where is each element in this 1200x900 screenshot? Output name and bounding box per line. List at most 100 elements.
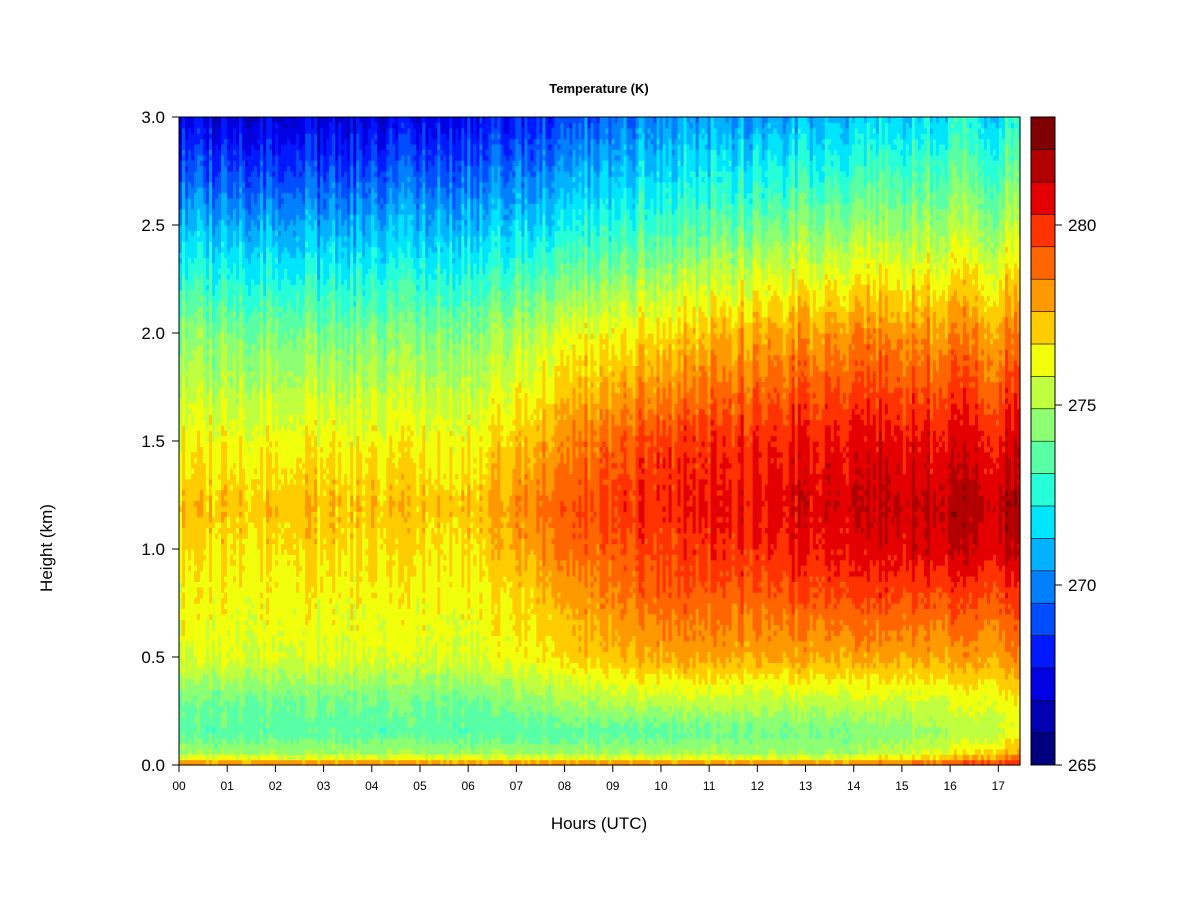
heatmap-cell	[203, 316, 207, 323]
heatmap-cell	[206, 225, 210, 231]
heatmap-cell	[191, 306, 195, 312]
heatmap-cell	[194, 268, 198, 275]
heatmap-cell	[221, 673, 225, 680]
heatmap-cell	[206, 549, 210, 555]
heatmap-cell	[203, 365, 207, 372]
heatmap-cell	[218, 176, 222, 183]
heatmap-cell	[224, 225, 228, 231]
heatmap-cell	[191, 225, 195, 231]
heatmap-cell	[191, 235, 195, 242]
heatmap-cell	[203, 181, 207, 188]
heatmap-cell	[188, 181, 192, 188]
heatmap-cell	[230, 673, 234, 680]
heatmap-cell	[233, 646, 237, 653]
heatmap-cell	[179, 559, 183, 566]
heatmap-cell	[191, 419, 195, 426]
heatmap-cell	[188, 165, 192, 172]
heatmap-cell	[179, 689, 183, 696]
heatmap-cell	[185, 538, 189, 545]
heatmap-cell	[212, 635, 216, 642]
heatmap-cell	[221, 246, 225, 253]
heatmap-cell	[200, 311, 204, 318]
heatmap-cell	[206, 230, 210, 237]
heatmap-cell	[203, 171, 207, 177]
heatmap-cell	[203, 484, 207, 491]
heatmap-cell	[233, 554, 237, 561]
heatmap-cell	[233, 160, 237, 167]
heatmap-cell	[224, 138, 228, 145]
heatmap-cell	[194, 343, 198, 350]
heatmap-cell	[206, 689, 210, 696]
heatmap-cell	[194, 133, 198, 140]
heatmap-cell	[221, 754, 225, 761]
heatmap-cell	[188, 705, 192, 712]
heatmap-cell	[212, 284, 216, 291]
heatmap-cell	[224, 635, 228, 642]
heatmap-cell	[221, 646, 225, 653]
heatmap-cell	[194, 144, 198, 150]
heatmap-cell	[179, 468, 183, 474]
heatmap-cell	[224, 408, 228, 415]
heatmap-cell	[188, 306, 192, 312]
heatmap-cell	[200, 586, 204, 593]
heatmap-cell	[227, 624, 231, 631]
heatmap-cell	[233, 721, 237, 728]
heatmap-cell	[191, 365, 195, 372]
heatmap-cell	[227, 171, 231, 177]
heatmap-cell	[209, 187, 213, 194]
heatmap-cell	[206, 160, 210, 167]
heatmap-cell	[233, 279, 237, 285]
heatmap-cell	[197, 473, 201, 480]
heatmap-cell	[236, 462, 240, 469]
heatmap-cell	[179, 630, 183, 636]
heatmap-cell	[224, 441, 228, 447]
heatmap-cell	[191, 538, 195, 545]
heatmap-cell	[191, 246, 195, 253]
heatmap-cell	[209, 732, 213, 739]
heatmap-cell	[185, 343, 189, 350]
heatmap-cell	[215, 667, 219, 674]
heatmap-cell	[179, 640, 183, 647]
heatmap-cell	[179, 365, 183, 372]
heatmap-cell	[179, 662, 183, 669]
heatmap-cell	[212, 673, 216, 680]
heatmap-cell	[233, 532, 237, 539]
heatmap-cell	[197, 360, 201, 366]
heatmap-cell	[197, 694, 201, 701]
heatmap-cell	[218, 316, 222, 323]
heatmap-cell	[200, 181, 204, 188]
heatmap-cell	[221, 457, 225, 464]
heatmap-cell	[194, 694, 198, 701]
heatmap-cell	[209, 700, 213, 707]
heatmap-cell	[191, 138, 195, 145]
heatmap-cell	[233, 306, 237, 312]
heatmap-cell	[215, 144, 219, 150]
heatmap-cell	[206, 273, 210, 280]
heatmap-cell	[203, 711, 207, 717]
heatmap-cell	[224, 365, 228, 372]
heatmap-cell	[230, 489, 234, 496]
heatmap-cell	[194, 700, 198, 707]
heatmap-cell	[224, 181, 228, 188]
heatmap-cell	[209, 430, 213, 437]
heatmap-cell	[230, 624, 234, 631]
heatmap-cell	[203, 581, 207, 588]
heatmap-cell	[227, 203, 231, 210]
heatmap-cell	[197, 543, 201, 550]
heatmap-cell	[203, 235, 207, 242]
heatmap-cell	[188, 646, 192, 653]
heatmap-cell	[194, 176, 198, 183]
heatmap-cell	[236, 505, 240, 512]
heatmap-cell	[191, 570, 195, 577]
heatmap-cell	[224, 500, 228, 507]
heatmap-cell	[185, 505, 189, 512]
heatmap-cell	[188, 651, 192, 658]
heatmap-cell	[236, 662, 240, 669]
heatmap-cell	[185, 559, 189, 566]
heatmap-cell	[200, 365, 204, 372]
heatmap-cell	[179, 473, 183, 480]
heatmap-cell	[185, 284, 189, 291]
heatmap-cell	[227, 165, 231, 172]
heatmap-cell	[215, 570, 219, 577]
heatmap-cell	[200, 381, 204, 388]
